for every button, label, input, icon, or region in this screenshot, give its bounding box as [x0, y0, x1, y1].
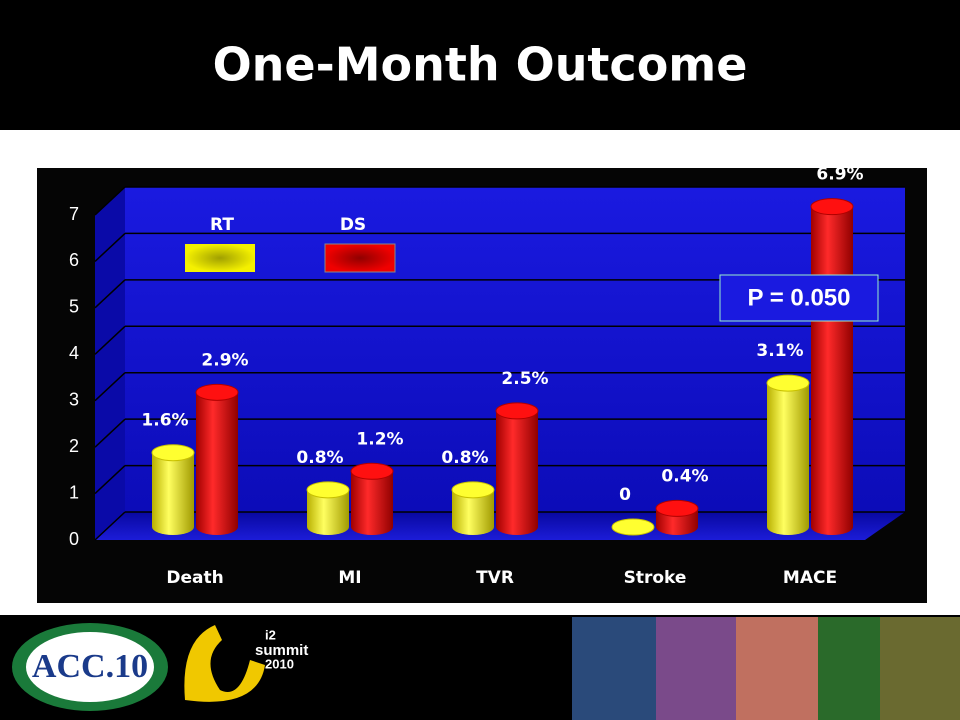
bar-base — [452, 519, 494, 535]
bar-top — [766, 374, 810, 392]
bar — [196, 392, 238, 527]
y-tick-label: 6 — [69, 250, 79, 270]
grid-line — [94, 232, 126, 262]
value-label: 2.9% — [201, 350, 248, 370]
footer-image — [880, 617, 960, 720]
footer-image — [572, 617, 656, 720]
bar-top — [195, 383, 239, 401]
bar-top — [151, 444, 195, 462]
bar-base — [767, 519, 809, 535]
y-tick-label: 5 — [69, 297, 79, 317]
footer-image — [656, 617, 736, 720]
y-tick-label: 0 — [69, 529, 79, 549]
x-tick-label: TVR — [476, 568, 514, 588]
value-label: 3.1% — [756, 341, 803, 361]
bar — [351, 471, 393, 527]
grid-line — [94, 372, 126, 402]
bar-top — [451, 481, 495, 499]
legend-swatch — [185, 244, 255, 272]
x-tick-label: Stroke — [624, 568, 687, 588]
bar-base — [351, 519, 393, 535]
legend-label: RT — [210, 215, 234, 235]
x-tick-label: MI — [338, 568, 361, 588]
y-tick-label: 2 — [69, 436, 79, 456]
logo-text: 2010 — [265, 656, 294, 671]
bar-top — [350, 462, 394, 480]
bar-base — [307, 519, 349, 535]
bar-base — [811, 519, 853, 535]
bar-top — [495, 402, 539, 420]
plot: 0 1 2 3 4 5 6 7 Death 1.6% 2.9% MI 0.8% 1.2% TVR 0.8% 2.… — [69, 165, 905, 588]
bar-top — [810, 198, 854, 216]
value-label: 2.5% — [501, 369, 548, 389]
value-label: 0.4% — [661, 466, 708, 486]
annotation: P = 0.050 — [748, 284, 851, 311]
footer: ACC.10 i2 summit 2010 — [12, 617, 960, 720]
slide-title: One-Month Outcome — [213, 38, 748, 92]
grid-line — [94, 186, 126, 216]
value-label: 6.9% — [816, 165, 863, 185]
legend-label: DS — [340, 215, 366, 235]
side-wall — [95, 187, 125, 540]
y-tick-label: 3 — [69, 389, 79, 409]
x-tick-label: MACE — [783, 568, 837, 588]
grid-line — [94, 465, 126, 495]
logo-shape — [184, 625, 265, 702]
y-tick-label: 7 — [69, 204, 79, 224]
bar-top — [306, 481, 350, 499]
bar — [496, 410, 538, 527]
x-tick-label: Death — [166, 568, 223, 588]
value-label: 0 — [619, 485, 631, 505]
bar-top — [655, 499, 699, 517]
value-label: 1.2% — [356, 429, 403, 449]
bar — [152, 452, 194, 527]
grid-line — [94, 325, 126, 355]
bar-top — [611, 518, 655, 536]
bar-base — [152, 519, 194, 535]
bar-base — [496, 519, 538, 535]
bar-base — [656, 519, 698, 535]
logo-text: i2 — [265, 627, 276, 642]
legend-swatch — [324, 243, 396, 273]
grid-line — [94, 418, 126, 448]
annotation-box — [719, 274, 879, 322]
logo-text: ACC.10 — [32, 648, 148, 685]
value-label: 0.8% — [296, 448, 343, 468]
grid-line — [94, 279, 126, 309]
value-label: 0.8% — [441, 448, 488, 468]
bar — [811, 206, 853, 527]
footer-image — [736, 617, 818, 720]
logo-disc — [26, 632, 154, 702]
logo-text: summit — [255, 642, 308, 659]
bar-base — [196, 519, 238, 535]
bar — [767, 383, 809, 527]
y-tick-label: 1 — [69, 482, 79, 502]
grid-line — [94, 511, 126, 541]
y-tick-label: 4 — [69, 343, 79, 363]
footer-image — [818, 617, 880, 720]
value-label: 1.6% — [141, 411, 188, 431]
